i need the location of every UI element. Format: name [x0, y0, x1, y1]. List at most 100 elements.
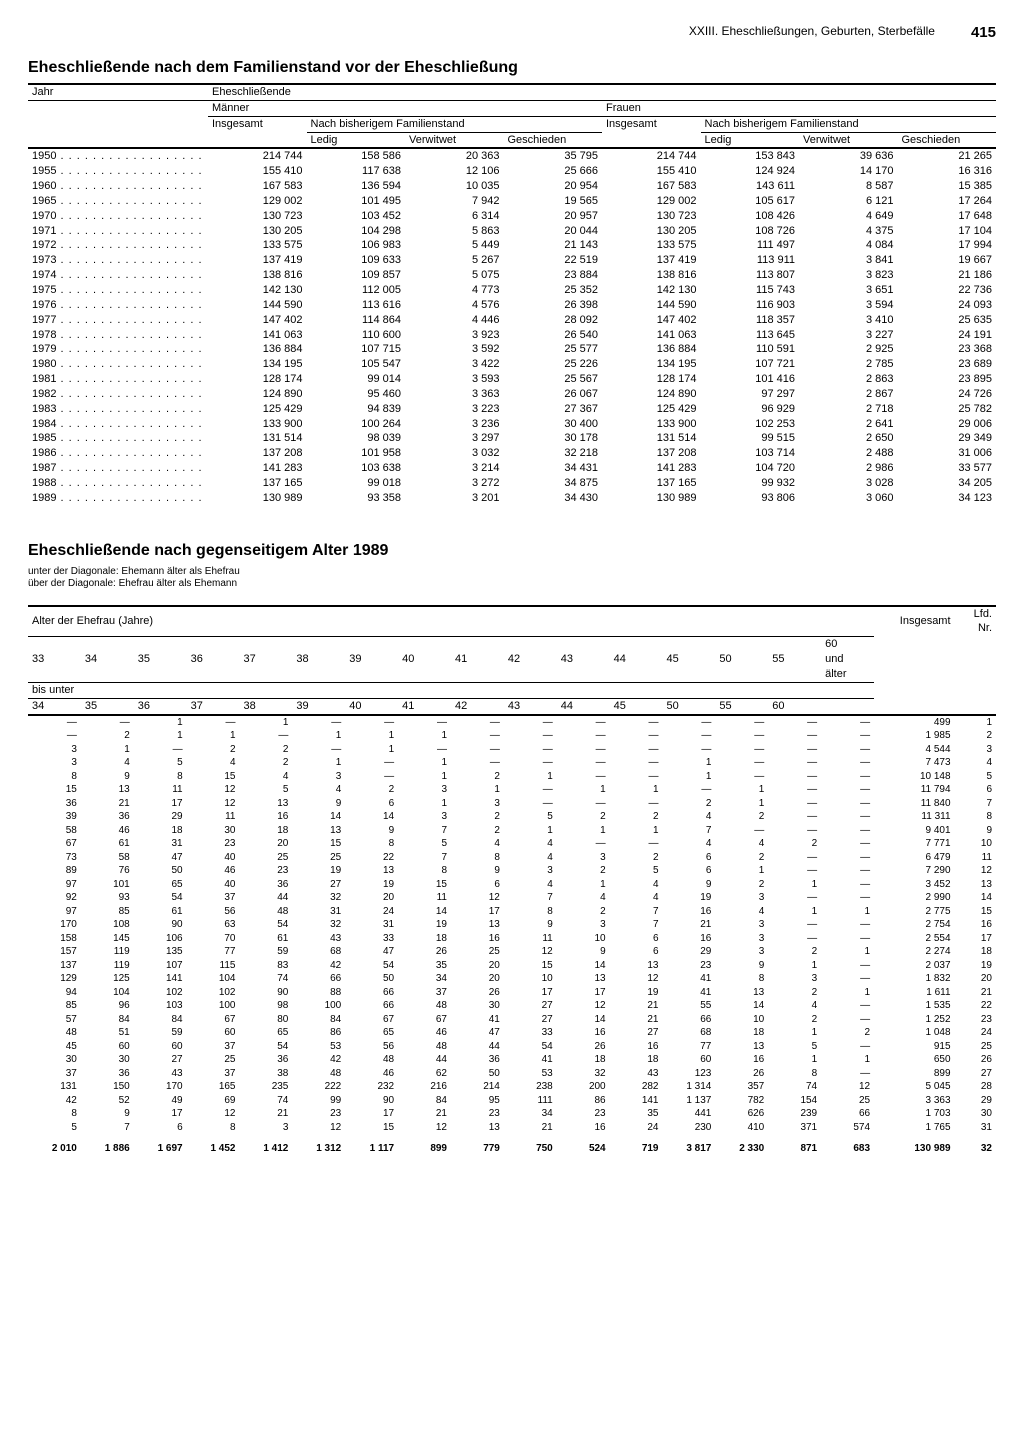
year-cell: 1988 [32, 477, 203, 489]
cell-lfd: 28 [955, 1080, 996, 1094]
cell: — [134, 743, 187, 757]
cell: 3 410 [799, 313, 898, 328]
cell: — [610, 729, 663, 743]
cell: 22 [345, 851, 398, 865]
cell: 2 [715, 878, 768, 892]
cell: 113 616 [307, 298, 406, 313]
table-row: 971016540362719156414921—3 45213 [28, 878, 996, 892]
age-header-lower: 40 [345, 699, 398, 714]
cell: 357 [715, 1080, 768, 1094]
cell: 116 903 [701, 298, 800, 313]
cell: 17 994 [898, 238, 997, 253]
cell: 23 689 [898, 357, 997, 372]
cell: 2 [451, 810, 504, 824]
cell: 1 [821, 1053, 874, 1067]
cell: 16 [557, 1121, 610, 1135]
cell: 24 093 [898, 298, 997, 313]
cell: 142 130 [208, 283, 307, 298]
cell: 7 [398, 824, 451, 838]
cell: 65 [345, 1026, 398, 1040]
table2: Alter der Ehefrau (Jahre) Insgesamt Lfd.… [28, 607, 996, 1156]
cell-insgesamt: 3 452 [874, 878, 954, 892]
cell: 137 [28, 959, 81, 973]
cell: 112 005 [307, 283, 406, 298]
cell: — [821, 729, 874, 743]
cell: 20 954 [504, 179, 603, 194]
cell: 42 [292, 1053, 345, 1067]
cell: 111 497 [701, 238, 800, 253]
year-cell: 1955 [32, 165, 203, 177]
cell: 113 807 [701, 268, 800, 283]
cell: 100 [292, 999, 345, 1013]
cell: 74 [768, 1080, 821, 1094]
cell: 2 [715, 851, 768, 865]
cell: 30 400 [504, 417, 603, 432]
cell: 2 [610, 810, 663, 824]
cell: 6 [610, 945, 663, 959]
cell: 3 [715, 932, 768, 946]
cell: 66 [345, 986, 398, 1000]
cell: 104 [187, 972, 240, 986]
cell: 108 [81, 918, 134, 932]
cell: 130 989 [208, 491, 307, 506]
cell: 31 [134, 837, 187, 851]
cell: 13 [240, 797, 293, 811]
cell: 25 [187, 1053, 240, 1067]
cell: 24 726 [898, 387, 997, 402]
cell: 7 [663, 824, 716, 838]
cell: 26 [715, 1067, 768, 1081]
cell: 115 743 [701, 283, 800, 298]
cell: 25 352 [504, 283, 603, 298]
cell: 102 [187, 986, 240, 1000]
cell: 34 431 [504, 461, 603, 476]
cell: 2 650 [799, 431, 898, 446]
cell: 18 [715, 1026, 768, 1040]
cell: 137 208 [208, 446, 307, 461]
cell: — [821, 1067, 874, 1081]
cell: 108 726 [701, 224, 800, 239]
cell-lfd: 20 [955, 972, 996, 986]
cell: — [821, 1040, 874, 1054]
age-header: 43 [557, 637, 610, 682]
cell: 104 720 [701, 461, 800, 476]
year-cell: 1950 [32, 150, 203, 162]
cell: 4 [504, 837, 557, 851]
cell: — [821, 959, 874, 973]
cell: 60 [81, 1040, 134, 1054]
cell-lfd: 15 [955, 905, 996, 919]
cell-lfd: 31 [955, 1121, 996, 1135]
cell: 7 [81, 1121, 134, 1135]
page-number: 415 [971, 24, 996, 41]
cell: 6 314 [405, 209, 504, 224]
cell-lfd: 10 [955, 837, 996, 851]
cell: 115 [187, 959, 240, 973]
cell: 14 [345, 810, 398, 824]
cell: 27 367 [504, 402, 603, 417]
cell-lfd: 6 [955, 783, 996, 797]
cell: 24 [610, 1121, 663, 1135]
cell: — [715, 729, 768, 743]
cell: 42 [292, 959, 345, 973]
age-header: 37 [240, 637, 293, 682]
cell: 33 [504, 1026, 557, 1040]
cell: 4 [663, 837, 716, 851]
cell: 136 594 [307, 179, 406, 194]
cell: 17 264 [898, 194, 997, 209]
cell: 60 [663, 1053, 716, 1067]
cell: 141 [134, 972, 187, 986]
cell: 3 [292, 770, 345, 784]
cell: 15 [28, 783, 81, 797]
cell: 144 590 [602, 298, 701, 313]
cell: 54 [240, 1040, 293, 1054]
year-cell: 1974 [32, 269, 203, 281]
cell: 47 [345, 945, 398, 959]
cell: 34 875 [504, 476, 603, 491]
cell: 45 [28, 1040, 81, 1054]
cell: 137 165 [602, 476, 701, 491]
cell: 147 402 [602, 313, 701, 328]
cell: 1 [610, 824, 663, 838]
cell: — [663, 743, 716, 757]
cell: 130 205 [602, 224, 701, 239]
cell: — [610, 756, 663, 770]
cell: 232 [345, 1080, 398, 1094]
